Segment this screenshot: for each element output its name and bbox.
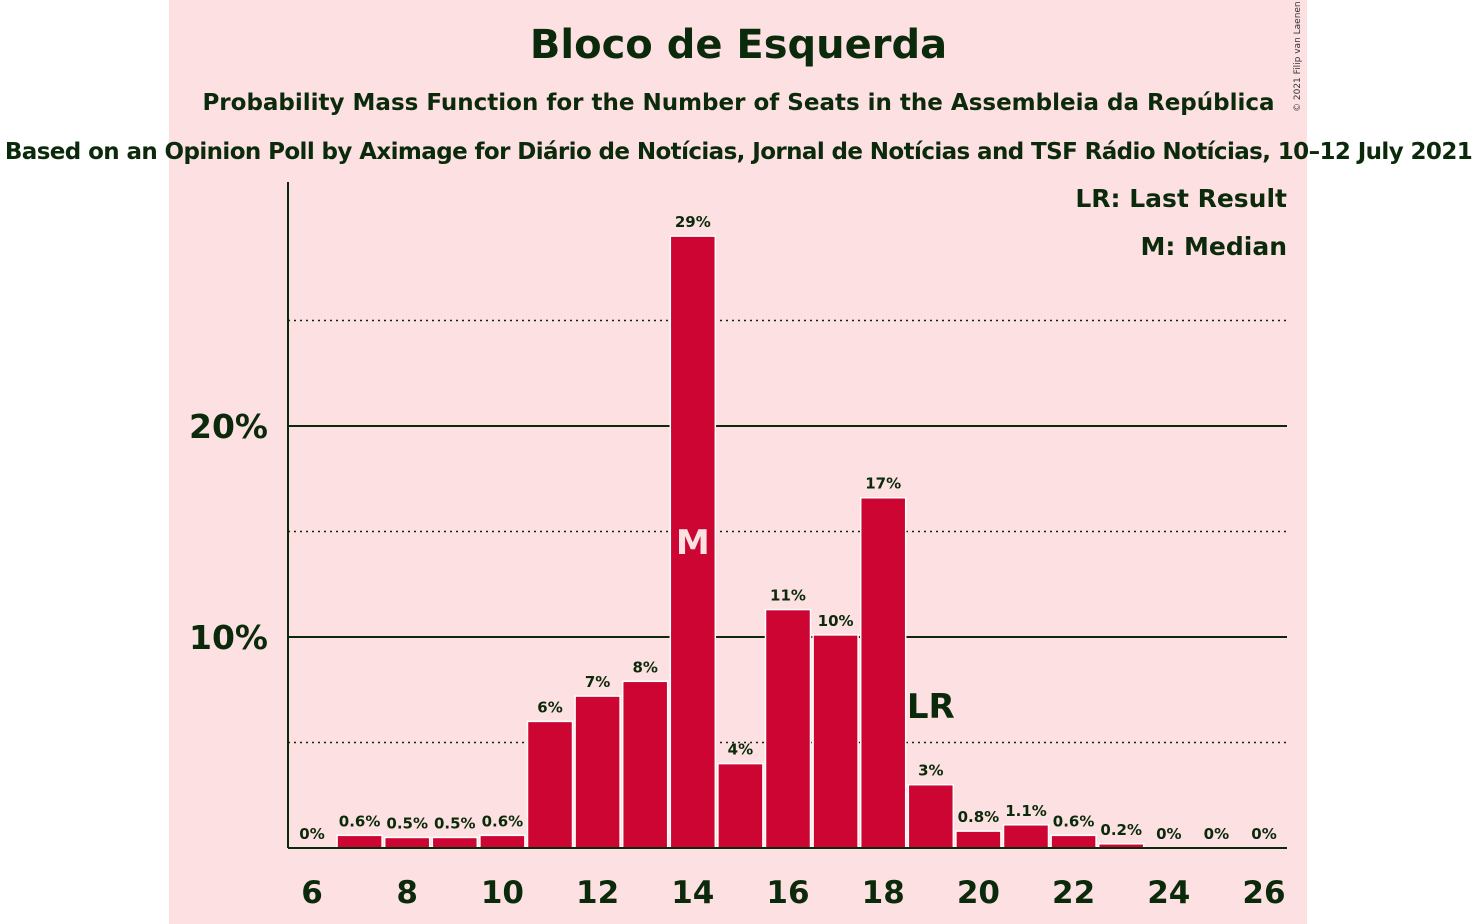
x-tick-label: 16 bbox=[766, 875, 809, 911]
x-tick-label: 18 bbox=[862, 875, 905, 911]
data-label-seat-10: 0.6% bbox=[482, 812, 524, 830]
data-label-seat-17: 10% bbox=[818, 612, 854, 630]
bar-seat-17 bbox=[812, 634, 859, 849]
median-marker: M bbox=[676, 523, 710, 563]
chart-subtitle: Probability Mass Function for the Number… bbox=[202, 90, 1275, 116]
legend-median: M: Median bbox=[1140, 232, 1287, 261]
bar-seat-10 bbox=[479, 834, 526, 849]
x-tick-label: 14 bbox=[671, 875, 714, 911]
data-label-seat-22: 0.6% bbox=[1053, 812, 1095, 830]
data-label-seat-16: 11% bbox=[770, 587, 806, 605]
legend-last-result: LR: Last Result bbox=[1075, 184, 1287, 213]
data-label-seat-20: 0.8% bbox=[958, 808, 1000, 826]
bar-seat-18 bbox=[859, 496, 907, 849]
data-label-seat-6: 0% bbox=[299, 825, 324, 843]
data-label-seat-14: 29% bbox=[675, 213, 711, 231]
data-label-seat-24: 0% bbox=[1156, 825, 1181, 843]
y-tick-label: 10% bbox=[189, 618, 268, 657]
bar-seat-13 bbox=[621, 680, 669, 849]
data-label-seat-21: 1.1% bbox=[1005, 802, 1047, 820]
x-tick-label: 22 bbox=[1052, 875, 1095, 911]
x-tick-label: 24 bbox=[1147, 875, 1190, 911]
data-label-seat-13: 8% bbox=[632, 658, 657, 676]
x-tick-label: 6 bbox=[301, 875, 323, 911]
data-label-seat-12: 7% bbox=[585, 673, 610, 691]
data-label-seat-9: 0.5% bbox=[434, 814, 476, 832]
bar-seat-21 bbox=[1002, 824, 1050, 849]
data-label-seat-15: 4% bbox=[728, 741, 753, 759]
x-tick-label: 12 bbox=[576, 875, 619, 911]
x-tick-label: 10 bbox=[481, 875, 524, 911]
x-tick-label: 20 bbox=[957, 875, 1000, 911]
data-label-seat-25: 0% bbox=[1204, 825, 1229, 843]
data-label-seat-7: 0.6% bbox=[339, 812, 381, 830]
data-label-seat-8: 0.5% bbox=[386, 814, 428, 832]
data-label-seat-19: 3% bbox=[918, 762, 943, 780]
data-label-seat-11: 6% bbox=[537, 698, 562, 716]
last-result-marker: LR bbox=[907, 687, 955, 727]
data-label-seat-23: 0.2% bbox=[1100, 821, 1142, 839]
bar-seat-7 bbox=[336, 834, 383, 849]
x-tick-label: 8 bbox=[396, 875, 418, 911]
bar-seat-16 bbox=[764, 608, 812, 849]
bar-seat-22 bbox=[1050, 834, 1097, 849]
bar-seat-20 bbox=[955, 830, 1002, 849]
chart-title: Bloco de Esquerda bbox=[529, 22, 948, 68]
bar-seat-12 bbox=[574, 695, 621, 849]
poll-source: Based on an Opinion Poll by Aximage for … bbox=[4, 139, 1473, 165]
bar-seat-19 bbox=[907, 783, 955, 849]
y-tick-label: 20% bbox=[189, 407, 268, 446]
bar-seat-15 bbox=[717, 762, 764, 849]
bar-seat-11 bbox=[526, 720, 574, 849]
data-label-seat-18: 17% bbox=[865, 475, 901, 493]
bar-seat-14 bbox=[669, 235, 717, 849]
data-label-seat-26: 0% bbox=[1251, 825, 1276, 843]
bar-seat-8 bbox=[383, 836, 431, 849]
bar-seat-9 bbox=[431, 836, 479, 849]
x-tick-label: 26 bbox=[1242, 875, 1285, 911]
